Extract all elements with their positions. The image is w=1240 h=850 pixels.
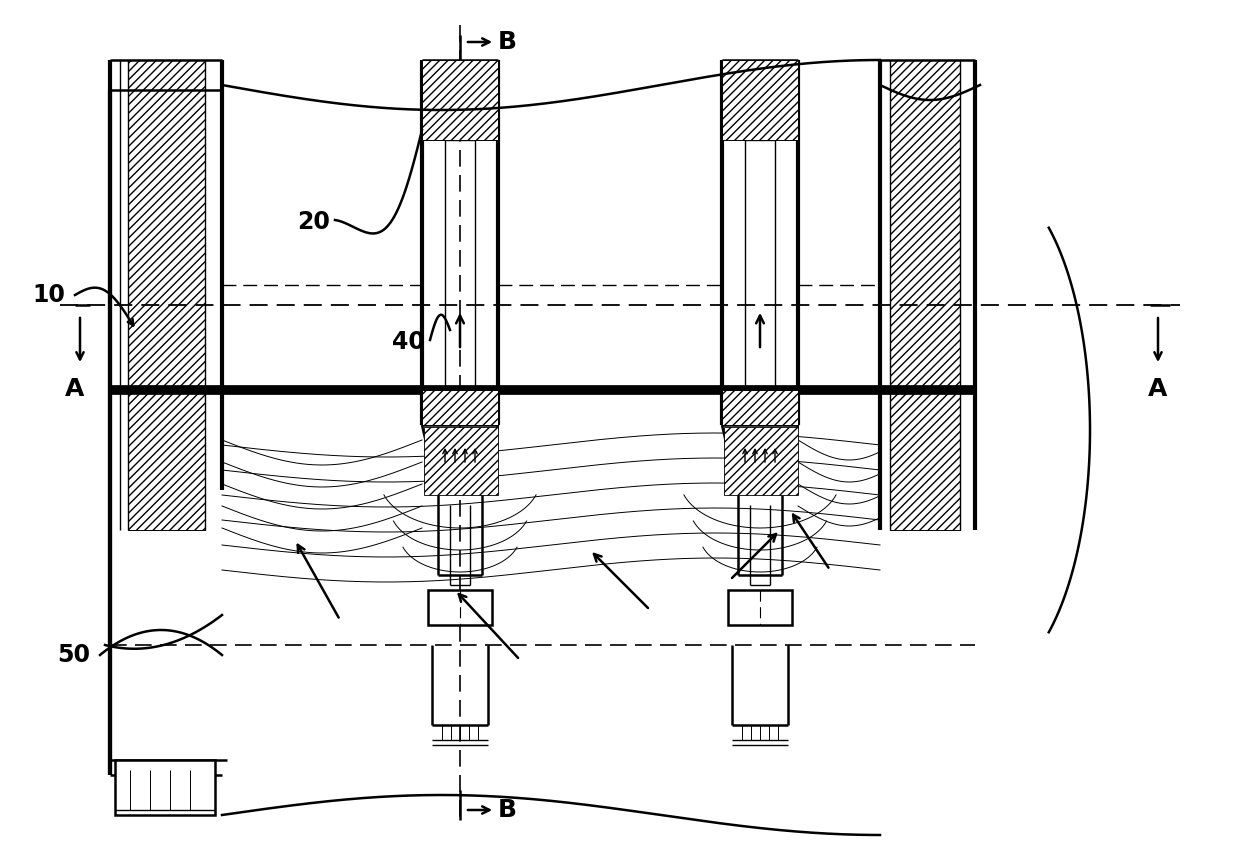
Bar xyxy=(724,427,799,495)
Text: B: B xyxy=(498,798,517,822)
Bar xyxy=(422,60,498,140)
Bar xyxy=(115,760,215,815)
Bar xyxy=(890,390,960,530)
Text: 10: 10 xyxy=(32,283,64,307)
Bar xyxy=(722,60,799,140)
Text: 40: 40 xyxy=(392,330,425,354)
Bar xyxy=(890,60,960,390)
Text: 20: 20 xyxy=(298,210,330,234)
Bar xyxy=(424,427,498,495)
Text: B: B xyxy=(498,30,517,54)
Bar xyxy=(128,390,205,530)
Bar xyxy=(722,390,799,425)
Text: 50: 50 xyxy=(57,643,91,667)
Bar xyxy=(422,390,498,425)
Bar xyxy=(128,60,205,390)
Bar xyxy=(428,590,492,625)
Text: A: A xyxy=(66,377,84,401)
Bar xyxy=(728,590,792,625)
Text: A: A xyxy=(1148,377,1168,401)
